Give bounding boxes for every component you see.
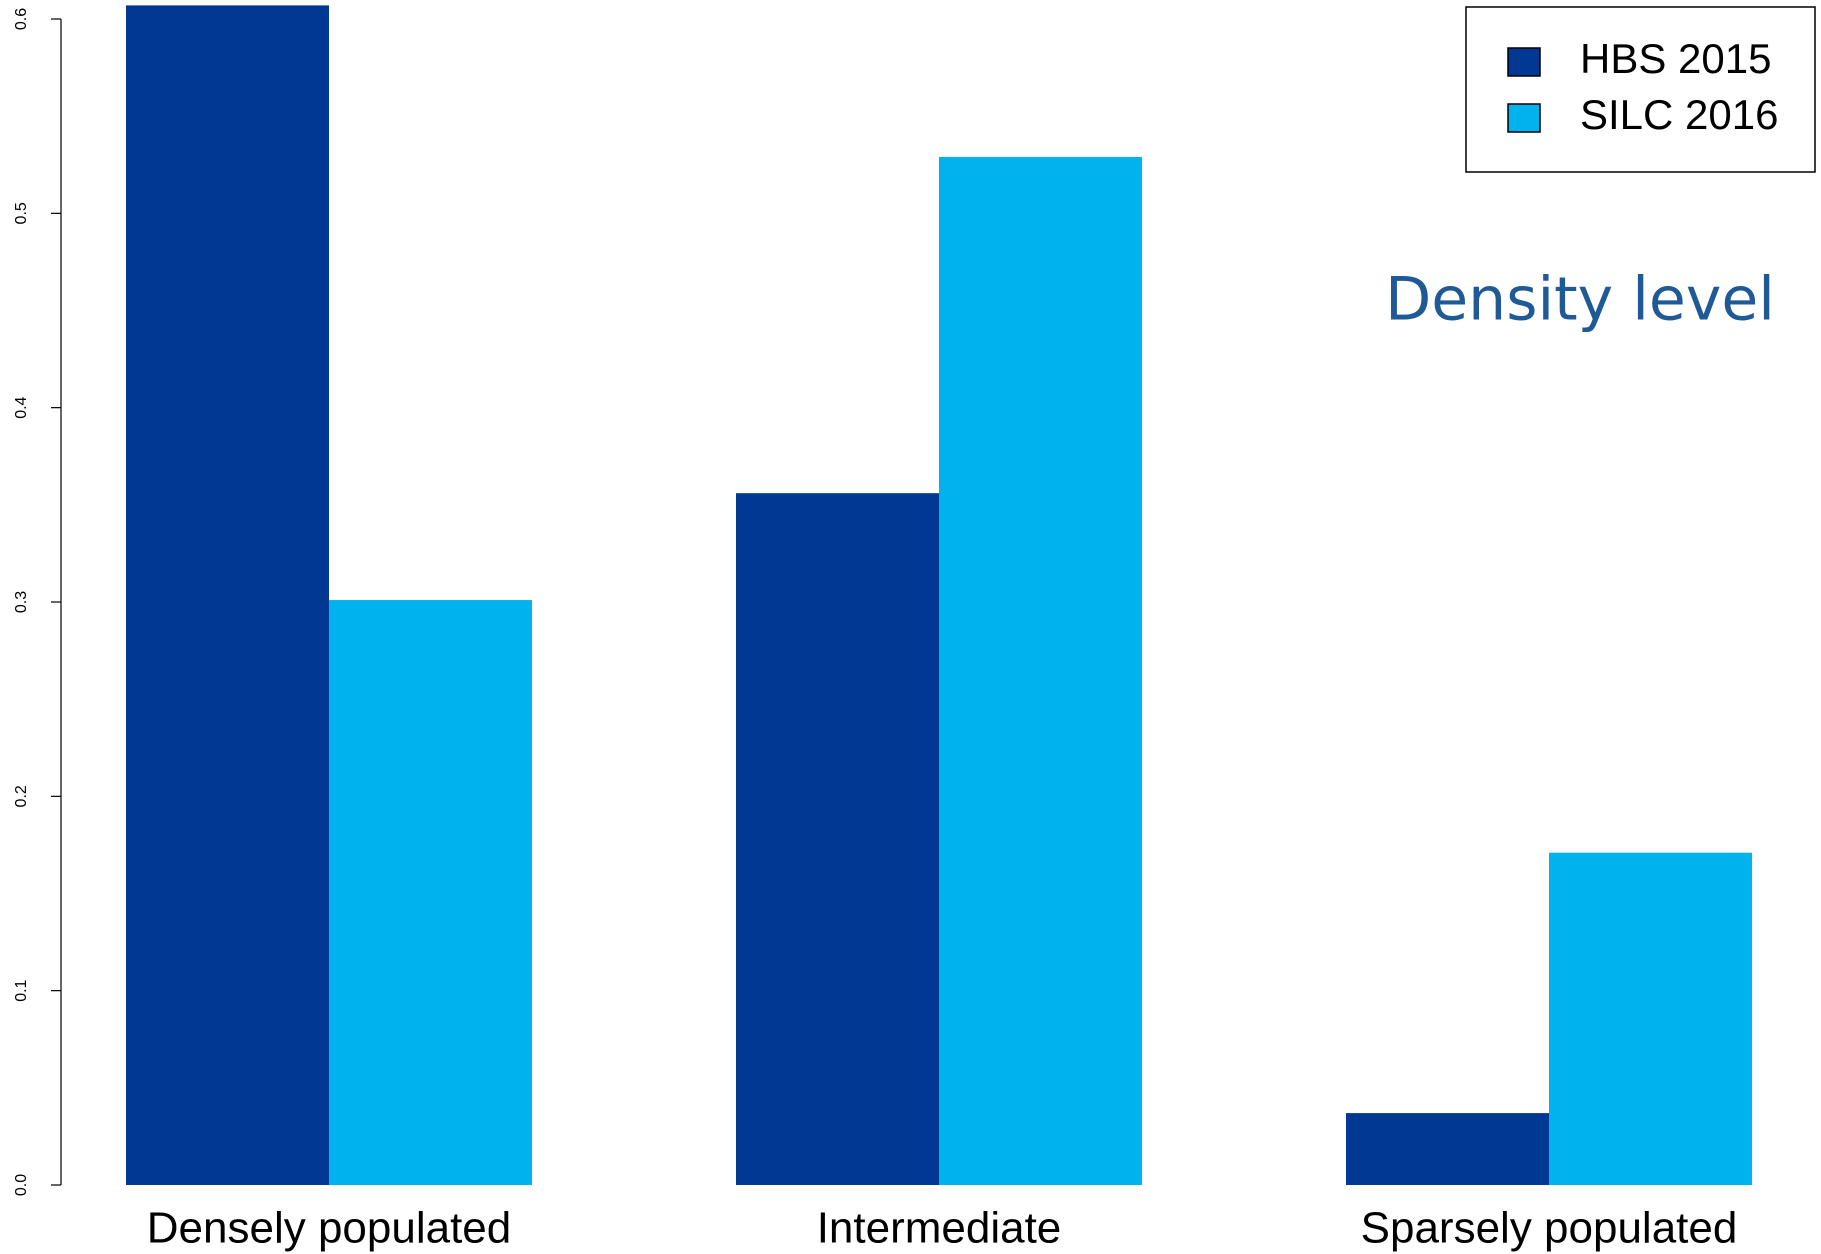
legend-label: SILC 2016 [1580,91,1778,138]
legend-label: HBS 2015 [1580,35,1771,82]
legend-box [1465,6,1816,173]
y-tick-label: 0.5 [13,202,30,224]
y-tick-label: 0.2 [13,785,30,807]
y-tick-label: 0.0 [13,1174,30,1196]
x-tick-label: Intermediate [817,1204,1062,1253]
y-tick-label: 0.3 [13,591,30,613]
x-tick-label: Densely populated [147,1204,511,1253]
y-tick-label: 0.1 [13,979,30,1001]
y-tick-label: 0.4 [13,396,30,418]
x-tick-label: Sparsely populated [1361,1204,1738,1253]
bar [736,493,939,1185]
annotation: Density level [1385,265,1775,335]
legend-swatch [1507,103,1541,133]
bar [1346,1113,1549,1185]
bar [126,5,329,1186]
bar [329,600,532,1185]
bar [939,156,1142,1185]
bar [1549,852,1752,1185]
legend-swatch [1507,47,1541,77]
y-tick-label: 0.6 [13,8,30,30]
